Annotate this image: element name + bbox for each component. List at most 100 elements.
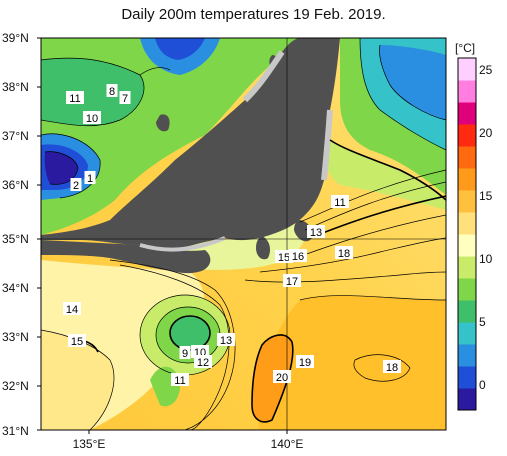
sea-orange — [257, 295, 446, 430]
contour-label: 1 — [87, 173, 93, 185]
contour-label-box — [191, 345, 209, 358]
contour-label-box — [283, 274, 301, 287]
lat-label: 31°N — [2, 424, 29, 438]
colorbar-tick: 25 — [479, 63, 493, 77]
axis-ticks — [37, 37, 288, 434]
colorbar-segment — [458, 344, 476, 367]
colorbar-tick: 15 — [479, 189, 493, 203]
contour-label: 11 — [174, 375, 185, 387]
contour-label: 18 — [338, 248, 350, 260]
contour-label-box — [383, 360, 401, 373]
colorbar-segment — [458, 124, 476, 147]
contour-label-box — [70, 178, 82, 191]
colorbar-segment — [458, 234, 476, 257]
contour-label: 14 — [66, 304, 78, 316]
colorbar-segment — [458, 102, 476, 125]
colorbar-segment — [458, 388, 476, 411]
colorbar-tick: 10 — [479, 252, 493, 266]
colorbar-frame — [457, 57, 477, 411]
lon-label: 140°E — [270, 437, 304, 451]
sea-core-20 — [252, 334, 293, 422]
coast-shelf-3 — [139, 236, 226, 252]
lat-label: 34°N — [2, 281, 29, 295]
colorbar-tick: 0 — [479, 378, 486, 392]
contour-label-box — [273, 370, 291, 383]
contour-label-box — [296, 355, 314, 368]
graticule — [41, 38, 446, 430]
contour-label-box — [194, 355, 212, 368]
land-noto — [156, 114, 170, 132]
colorbar-segment — [458, 366, 476, 389]
coast-shelf-1 — [242, 50, 285, 103]
eddy-inner — [170, 316, 210, 350]
contour-label: 15 — [278, 252, 290, 264]
lon-label: 135°E — [72, 437, 106, 451]
contour-label: 8 — [109, 86, 115, 98]
contour-label-box — [119, 91, 131, 104]
contour-label: 13 — [220, 335, 232, 347]
contour-label: 12 — [197, 357, 209, 369]
contour-label: 19 — [299, 357, 311, 369]
colorbar-segment — [458, 256, 476, 279]
contour-label: 17 — [286, 276, 298, 288]
colorbar-segment — [458, 146, 476, 169]
lat-label: 38°N — [2, 80, 29, 94]
coast-shelf-2 — [321, 109, 333, 181]
contour-label-box — [171, 373, 189, 386]
contour-label-box — [307, 225, 325, 238]
colorbar-tick: 20 — [479, 126, 493, 140]
colorbar-segment — [458, 322, 476, 345]
contour-label-box — [106, 84, 118, 97]
contour-label: 7 — [122, 93, 128, 105]
lat-label: 37°N — [2, 129, 29, 143]
contour-label-box — [83, 111, 101, 124]
map-title: Daily 200m temperatures 19 Feb. 2019. — [121, 6, 386, 23]
contour-label: 10 — [86, 113, 98, 125]
cold-pool-core — [44, 151, 78, 185]
lat-label: 33°N — [2, 330, 29, 344]
japan-sea-dgreen — [41, 58, 144, 126]
contour-label: 11 — [334, 197, 345, 209]
colorbar-segment — [458, 168, 476, 191]
colorbar-unit: [°C] — [455, 41, 476, 55]
contour-label: 20 — [276, 372, 288, 384]
japan-sea-blue-n2 — [155, 38, 205, 60]
ne-transition — [325, 140, 446, 210]
colorbar-segment — [458, 278, 476, 301]
contour-label-box — [335, 246, 353, 259]
colorbar-tick: 5 — [479, 315, 486, 329]
colorbar-segment — [458, 212, 476, 235]
plot-area — [41, 38, 446, 430]
colorbar-segment — [458, 58, 476, 81]
contour-label-box — [68, 334, 86, 347]
contour-label-box — [63, 302, 81, 315]
contour-label: 11 — [69, 93, 80, 105]
ne-blue — [379, 45, 446, 120]
contour-label: 16 — [292, 251, 304, 263]
plot-frame — [40, 37, 447, 431]
contour-label-box — [84, 171, 96, 184]
lat-label: 39°N — [2, 31, 29, 45]
lat-label: 32°N — [2, 379, 29, 393]
land-honshu — [41, 38, 340, 251]
contour-label-box — [66, 91, 84, 104]
contour-label: 2 — [73, 180, 79, 192]
land-kii — [149, 248, 211, 274]
lat-label: 36°N — [2, 178, 29, 192]
sea-pale-2 — [41, 330, 114, 430]
colorbar-segment — [458, 80, 476, 103]
colorbar-segment — [458, 190, 476, 213]
contour-label: 15 — [71, 336, 83, 348]
contour-label-box — [179, 346, 191, 359]
contour-label-box — [275, 250, 293, 263]
lat-label: 35°N — [2, 232, 29, 246]
contour-label-box — [217, 333, 235, 346]
contour-label: 13 — [310, 227, 322, 239]
contour-label: 9 — [182, 348, 188, 360]
contour-label-box — [331, 195, 349, 208]
contour-label-box — [289, 249, 307, 262]
contour-label: 18 — [386, 362, 398, 374]
colorbar-segment — [458, 300, 476, 323]
